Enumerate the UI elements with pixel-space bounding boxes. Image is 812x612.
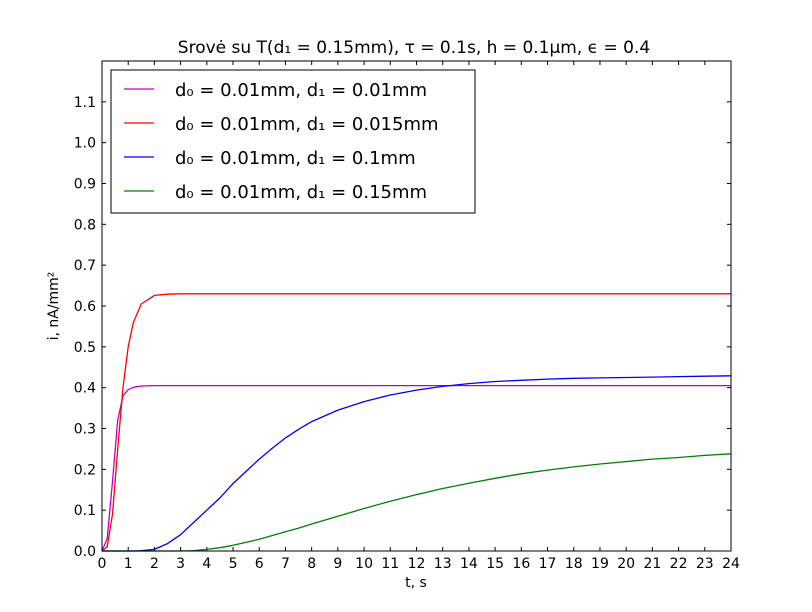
x-tick-label: 10: [355, 556, 373, 572]
x-tick-label: 12: [408, 556, 426, 572]
x-tick-label: 15: [486, 556, 504, 572]
legend-label-1: d₀ = 0.01mm, d₁ = 0.015mm: [175, 114, 439, 135]
x-tick-label: 6: [255, 556, 264, 572]
x-tick-label: 13: [434, 556, 452, 572]
y-tick-label: 1.0: [74, 136, 96, 152]
legend: d₀ = 0.01mm, d₁ = 0.01mm d₀ = 0.01mm, d₁ …: [110, 69, 476, 214]
y-tick-label: 0.7: [74, 258, 96, 274]
x-tick-label: 17: [539, 556, 557, 572]
series-line-1: [101, 293, 731, 552]
x-tick-label: 18: [565, 556, 583, 572]
series-line-0: [101, 384, 731, 552]
legend-label-0: d₀ = 0.01mm, d₁ = 0.01mm: [175, 80, 427, 101]
legend-box: [110, 69, 476, 214]
y-tick-label: 1.1: [74, 95, 96, 111]
y-tick-label: 0.5: [74, 340, 96, 356]
legend-label-2: d₀ = 0.01mm, d₁ = 0.1mm: [175, 148, 416, 169]
x-tick-label: 5: [229, 556, 238, 572]
y-tick-label: 0.0: [74, 544, 96, 560]
x-tick-label: 4: [202, 556, 211, 572]
y-tick-label: 0.1: [74, 503, 96, 519]
y-axis-label: i, nA/mm²: [46, 272, 62, 341]
y-tick-label: 0.9: [74, 177, 96, 193]
x-tick-label: 20: [617, 556, 635, 572]
x-tick-label: 3: [176, 556, 185, 572]
x-tick-label: 23: [696, 556, 714, 572]
y-tick-label: 0.3: [74, 422, 96, 438]
x-tick-label: 21: [643, 556, 661, 572]
x-tick-label: 8: [307, 556, 316, 572]
x-tick-label: 9: [333, 556, 342, 572]
chart-title: Srovė su T(d₁ = 0.15mm), τ = 0.1s, h = 0…: [178, 38, 650, 58]
y-tick-label: 0.6: [74, 299, 96, 315]
x-tick-label: 14: [460, 556, 478, 572]
x-tick-label: 24: [722, 556, 740, 572]
y-tick-label: 0.4: [74, 381, 96, 397]
x-tick-label: 16: [512, 556, 530, 572]
x-tick-label: 22: [670, 556, 688, 572]
x-tick-label: 11: [381, 556, 399, 572]
axis-ticks: 0 1 2 3 4 5 6 7 8 9 10 11 12 13 14 15 16 17 18 19 20 21 22 23 24…: [74, 61, 740, 572]
legend-label-3: d₀ = 0.01mm, d₁ = 0.15mm: [175, 182, 427, 203]
x-tick-label: 0: [98, 556, 107, 572]
x-tick-label: 1: [124, 556, 133, 572]
plot-border: [101, 60, 732, 552]
x-tick-label: 2: [150, 556, 159, 572]
y-tick-label: 0.2: [74, 462, 96, 478]
x-axis-label: t, s: [405, 575, 427, 591]
x-tick-label: 7: [281, 556, 290, 572]
x-tick-label: 19: [591, 556, 609, 572]
y-tick-label: 0.8: [74, 217, 96, 233]
